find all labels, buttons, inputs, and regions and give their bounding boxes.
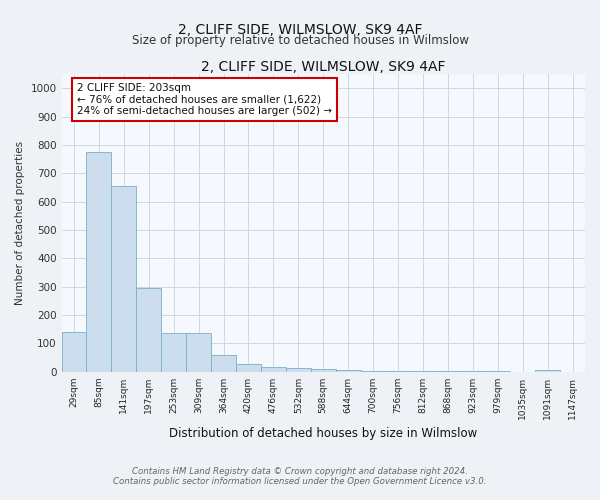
Text: 2 CLIFF SIDE: 203sqm
← 76% of detached houses are smaller (1,622)
24% of semi-de: 2 CLIFF SIDE: 203sqm ← 76% of detached h… <box>77 83 332 116</box>
Bar <box>410 371 436 372</box>
Bar <box>186 333 211 372</box>
Bar <box>361 370 386 372</box>
Bar <box>161 333 186 372</box>
Bar <box>261 367 286 372</box>
Bar <box>436 371 460 372</box>
Text: Contains public sector information licensed under the Open Government Licence v3: Contains public sector information licen… <box>113 477 487 486</box>
Bar <box>136 288 161 372</box>
Bar <box>211 355 236 372</box>
Bar <box>112 186 136 372</box>
Bar <box>386 371 410 372</box>
Bar <box>311 370 336 372</box>
Bar <box>62 332 86 372</box>
Text: Contains HM Land Registry data © Crown copyright and database right 2024.: Contains HM Land Registry data © Crown c… <box>132 467 468 476</box>
Bar <box>236 364 261 372</box>
Text: 2, CLIFF SIDE, WILMSLOW, SK9 4AF: 2, CLIFF SIDE, WILMSLOW, SK9 4AF <box>178 22 422 36</box>
Bar <box>535 370 560 372</box>
Bar <box>336 370 361 372</box>
Title: 2, CLIFF SIDE, WILMSLOW, SK9 4AF: 2, CLIFF SIDE, WILMSLOW, SK9 4AF <box>201 60 446 74</box>
Y-axis label: Number of detached properties: Number of detached properties <box>15 141 25 305</box>
X-axis label: Distribution of detached houses by size in Wilmslow: Distribution of detached houses by size … <box>169 427 478 440</box>
Bar <box>286 368 311 372</box>
Text: Size of property relative to detached houses in Wilmslow: Size of property relative to detached ho… <box>131 34 469 47</box>
Bar <box>86 152 112 372</box>
